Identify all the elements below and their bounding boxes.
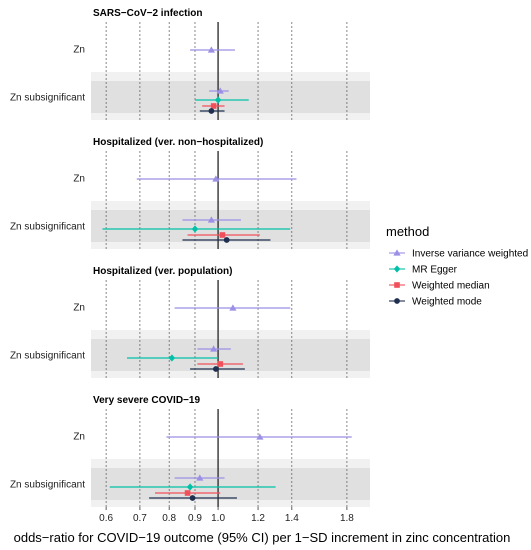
legend-label: MR Egger [412, 265, 458, 276]
legend-key-marker [393, 249, 401, 256]
panel-title: SARS−CoV−2 infection [93, 8, 202, 19]
x-tick-label: 0.6 [99, 513, 113, 524]
point-estimate [189, 495, 196, 501]
row-label: Zn [73, 45, 85, 56]
legend-key-marker [394, 298, 400, 304]
row-shade-inner [91, 81, 370, 113]
x-tick-label: 1.8 [340, 513, 354, 524]
point-estimate [191, 225, 199, 233]
x-axis-label: odds−ratio for COVID−19 outcome (95% CI)… [14, 530, 511, 545]
point-estimate [212, 366, 219, 372]
row-label: Zn [73, 432, 85, 443]
row-shade-inner [91, 210, 370, 242]
legend-label: Inverse variance weighted [412, 249, 528, 260]
row-label: Zn subsignificant [10, 222, 85, 233]
x-tick-label: 1.2 [251, 513, 265, 524]
point-estimate [184, 490, 191, 496]
legend-key-marker [393, 265, 401, 273]
row-shade-inner [91, 339, 370, 371]
point-estimate [229, 304, 237, 311]
point-estimate [216, 87, 224, 94]
point-estimate [210, 345, 218, 352]
legend: method Inverse variance weighted MR Egger… [386, 224, 528, 308]
x-axis: 0.6 0.7 0.8 0.9 1.0 1.2 1.4 1.8 [99, 507, 354, 524]
row-label: Zn subsignificant [10, 480, 85, 491]
legend-key-marker [394, 282, 400, 288]
row-label: Zn subsignificant [10, 351, 85, 362]
point-estimate [210, 103, 217, 109]
point-estimate [196, 474, 204, 481]
point-estimate [214, 96, 222, 104]
panel: Hospitalized (ver. non−hospitalized) Zn Zn… [10, 137, 370, 249]
row-label: Zn [73, 303, 85, 314]
point-estimate [207, 46, 216, 53]
x-tick-label: 1.4 [285, 513, 299, 524]
row-shade-inner [91, 468, 370, 500]
panel: Hospitalized (ver. population) Zn Zn subsi… [10, 266, 370, 378]
row-label: Zn subsignificant [10, 93, 85, 104]
x-tick-label: 0.8 [162, 513, 176, 524]
point-estimate [256, 433, 264, 440]
point-estimate [186, 483, 194, 491]
panel-title: Very severe COVID−19 [93, 395, 200, 406]
legend-label: Weighted median [412, 281, 490, 292]
point-estimate [223, 237, 230, 243]
x-tick-label: 0.9 [188, 513, 202, 524]
legend-title: method [386, 224, 429, 239]
point-estimate [207, 216, 216, 223]
legend-items: Inverse variance weighted MR Egger Weighte… [389, 249, 528, 308]
point-estimate [212, 175, 220, 182]
point-estimate [219, 232, 226, 238]
row-label: Zn [73, 174, 85, 185]
panel: Very severe COVID−19 Zn Zn subsignificant [10, 395, 370, 507]
x-tick-label: 0.7 [133, 513, 147, 524]
point-estimate [217, 361, 224, 367]
point-estimate [168, 354, 176, 362]
panel-title: Hospitalized (ver. population) [93, 266, 232, 277]
panel: SARS−CoV−2 infection Zn Zn subsignificant [10, 8, 370, 120]
legend-label: Weighted mode [412, 297, 482, 308]
point-estimate [208, 108, 215, 114]
x-tick-label: 1.0 [211, 513, 225, 524]
panel-title: Hospitalized (ver. non−hospitalized) [93, 137, 263, 148]
